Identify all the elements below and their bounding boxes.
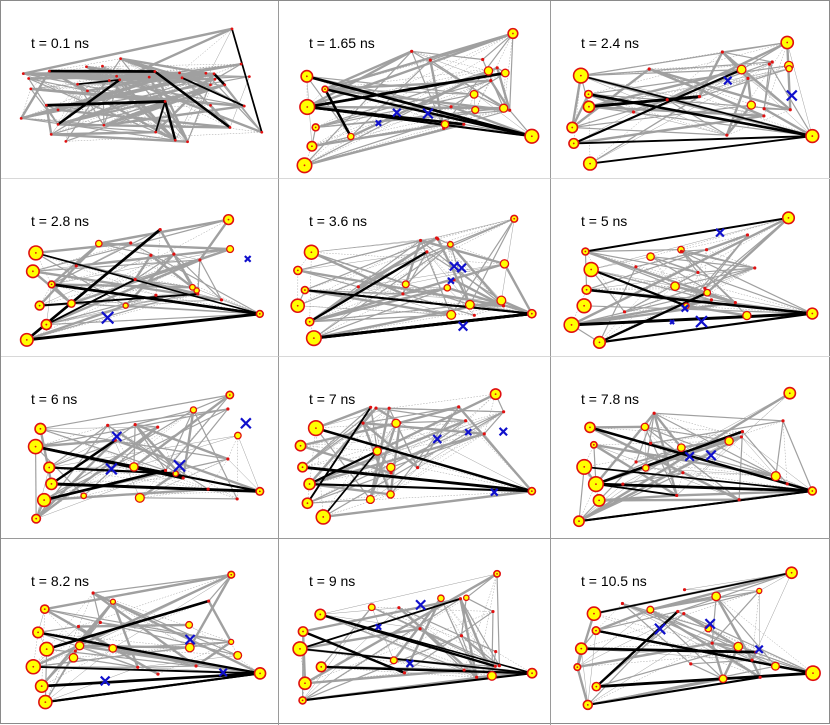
snapshot-panel: t = 3.6 ns — [279, 179, 551, 357]
network-graph — [551, 179, 830, 356]
snapshot-panel: t = 8.2 ns — [1, 539, 279, 725]
network-graph — [279, 179, 550, 356]
network-graph — [1, 1, 278, 178]
network-graph — [551, 539, 830, 725]
network-graph — [1, 539, 278, 725]
time-label: t = 9 ns — [309, 573, 355, 589]
network-graph — [279, 1, 550, 178]
snapshot-panel: t = 7 ns — [279, 357, 551, 539]
time-label: t = 1.65 ns — [309, 35, 375, 51]
snapshot-panel: t = 0.1 ns — [1, 1, 279, 179]
time-label: t = 0.1 ns — [31, 35, 89, 51]
network-graph — [279, 357, 550, 538]
time-label: t = 7 ns — [309, 391, 355, 407]
time-label: t = 2.4 ns — [581, 35, 639, 51]
network-graph — [1, 179, 278, 356]
snapshot-panel: t = 1.65 ns — [279, 1, 551, 179]
network-graph — [279, 539, 550, 725]
snapshot-panel: t = 6 ns — [1, 357, 279, 539]
snapshot-panel: t = 2.4 ns — [551, 1, 830, 179]
time-label: t = 6 ns — [31, 391, 77, 407]
snapshot-panel: t = 5 ns — [551, 179, 830, 357]
snapshot-panel: t = 7.8 ns — [551, 357, 830, 539]
time-label: t = 8.2 ns — [31, 573, 89, 589]
time-label: t = 3.6 ns — [309, 213, 367, 229]
time-label: t = 5 ns — [581, 213, 627, 229]
time-label: t = 10.5 ns — [581, 573, 647, 589]
time-label: t = 7.8 ns — [581, 391, 639, 407]
network-graph — [1, 357, 278, 538]
snapshot-panel: t = 2.8 ns — [1, 179, 279, 357]
network-graph — [551, 357, 830, 538]
snapshot-panel: t = 9 ns — [279, 539, 551, 725]
time-label: t = 2.8 ns — [31, 213, 89, 229]
network-graph — [551, 1, 830, 178]
snapshot-panel: t = 10.5 ns — [551, 539, 830, 725]
